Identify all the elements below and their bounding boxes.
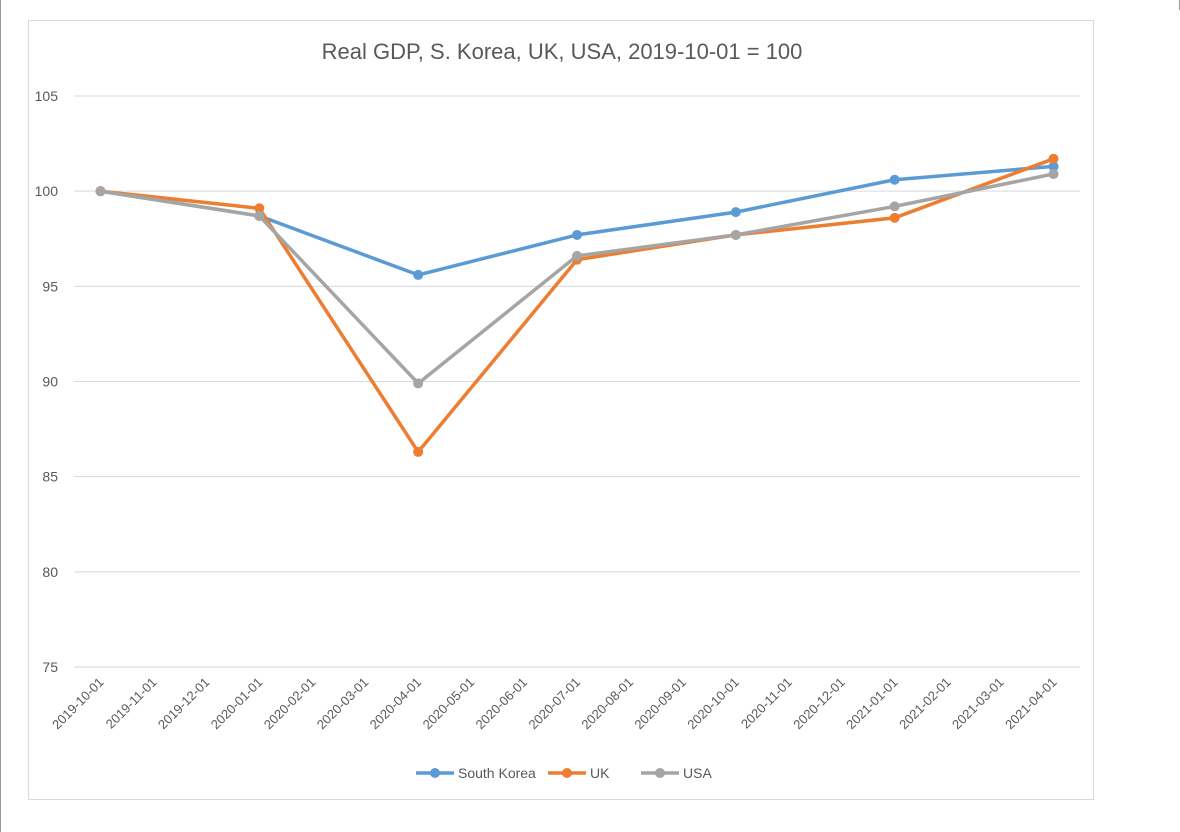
x-tick-label: 2019-12-01 — [155, 675, 213, 733]
x-tick-label: 2020-12-01 — [790, 675, 848, 733]
data-point — [572, 229, 582, 240]
x-tick-label: 2020-03-01 — [314, 675, 372, 733]
x-tick-label: 2020-04-01 — [367, 675, 425, 733]
legend: South Korea UK USA — [416, 765, 712, 781]
y-tick-label: 85 — [42, 469, 58, 485]
gridlines — [74, 95, 1080, 668]
legend-marker — [562, 768, 572, 778]
data-point — [413, 378, 424, 389]
series-uk — [95, 153, 1059, 457]
legend-label: UK — [590, 765, 610, 781]
legend-marker — [430, 768, 440, 778]
data-point — [889, 212, 900, 223]
legend-marker — [655, 768, 665, 778]
y-axis: 75 80 85 90 95 100 105 — [35, 88, 59, 675]
data-point — [730, 229, 741, 240]
y-tick-label: 95 — [42, 278, 58, 294]
x-tick-label: 2020-01-01 — [208, 675, 266, 733]
y-tick-label: 90 — [42, 374, 58, 390]
x-tick-label: 2020-10-01 — [684, 675, 742, 733]
x-tick-label: 2020-08-01 — [578, 675, 636, 733]
series-usa — [95, 169, 1059, 389]
data-point — [1048, 169, 1059, 180]
data-point — [254, 210, 265, 221]
x-tick-label: 2020-06-01 — [473, 675, 531, 733]
legend-item: South Korea — [416, 765, 536, 781]
x-tick-label: 2019-10-01 — [49, 675, 107, 733]
legend-label: USA — [683, 765, 712, 781]
legend-item: USA — [641, 765, 712, 781]
y-tick-label: 75 — [42, 659, 58, 675]
data-point — [254, 203, 265, 214]
chart-title: Real GDP, S. Korea, UK, USA, 2019-10-01 … — [322, 39, 803, 64]
data-point — [1048, 153, 1059, 164]
legend-item: UK — [548, 765, 610, 781]
data-point — [889, 174, 900, 185]
data-point — [95, 186, 106, 197]
x-tick-label: 2021-01-01 — [843, 675, 901, 733]
y-tick-label: 80 — [42, 564, 58, 580]
chart-area — [28, 20, 1094, 800]
data-point — [413, 446, 424, 457]
x-tick-label: 2021-04-01 — [1002, 675, 1060, 733]
x-tick-label: 2021-03-01 — [949, 675, 1007, 733]
x-tick-label: 2019-11-01 — [103, 675, 160, 732]
data-point — [572, 250, 582, 261]
series-group — [95, 153, 1059, 457]
x-tick-label: 2020-07-01 — [525, 675, 583, 733]
x-tick-label: 2020-05-01 — [420, 675, 478, 733]
legend-label: South Korea — [458, 765, 536, 781]
x-tick-label: 2020-09-01 — [631, 675, 689, 733]
x-tick-label: 2020-11-01 — [738, 675, 795, 732]
x-tick-label: 2020-02-01 — [261, 675, 319, 733]
y-tick-label: 105 — [35, 88, 59, 104]
x-axis: 2019-10-012019-11-012019-12-012020-01-01… — [49, 675, 1060, 733]
x-tick-label: 2021-02-01 — [896, 675, 954, 733]
data-point — [1048, 161, 1059, 172]
data-point — [413, 269, 424, 280]
data-point — [889, 201, 900, 212]
data-point — [730, 207, 741, 218]
y-tick-label: 100 — [35, 183, 59, 199]
window-edge — [0, 0, 1, 832]
